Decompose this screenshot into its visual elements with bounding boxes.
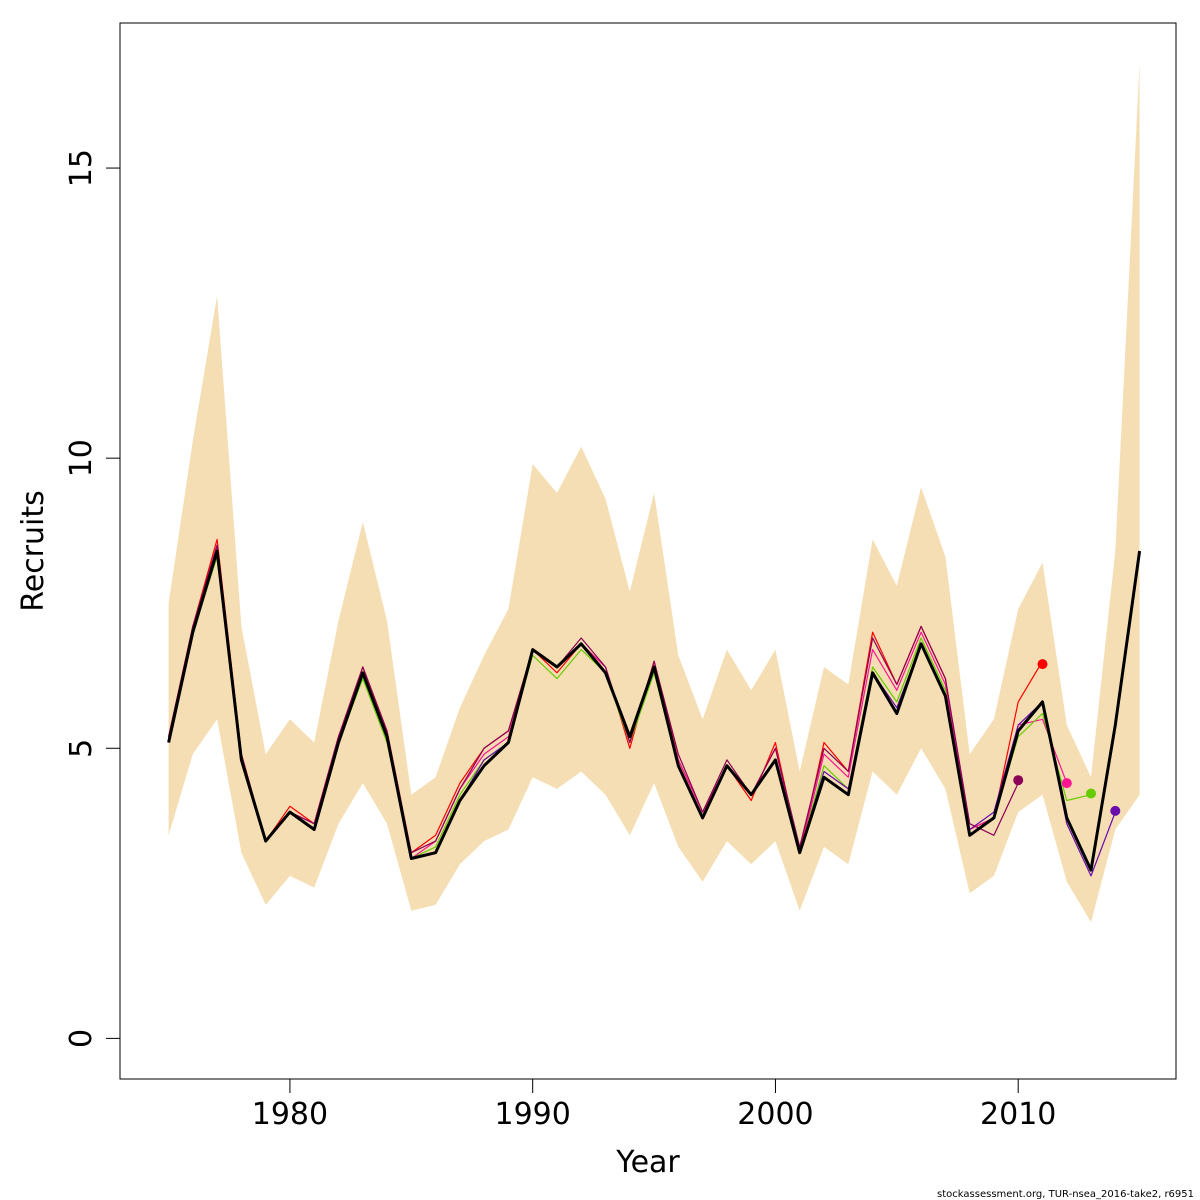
source-footer: stockassessment.org, TUR-nsea_2016-take2…: [937, 1189, 1194, 1200]
endpoint-marker-0: [1037, 659, 1048, 670]
x-axis-label: Year: [615, 1145, 680, 1180]
x-tick-label: 1980: [252, 1097, 328, 1132]
endpoint-marker-1: [1061, 778, 1072, 789]
y-axis-label: Recruits: [16, 490, 51, 612]
endpoint-marker-2: [1086, 788, 1096, 799]
confidence-band: [168, 63, 1140, 923]
series-line-main: [167, 549, 1142, 872]
y-tick-label: 5: [64, 739, 99, 758]
x-tick-label: 2000: [737, 1097, 813, 1132]
x-axis: 1980 1990 2000 2010: [252, 1078, 1056, 1132]
endpoint-marker-4: [1013, 775, 1024, 786]
endpoint-markers-layer: [1013, 659, 1121, 816]
y-tick-label: 10: [64, 439, 99, 477]
series-line-retro-5: [168, 544, 1019, 854]
y-tick-label: 0: [64, 1029, 99, 1048]
y-axis: 0 5 10 15: [64, 149, 121, 1048]
confidence-band-layer: [168, 63, 1140, 923]
x-tick-label: 1990: [495, 1097, 571, 1132]
x-tick-label: 2010: [980, 1097, 1056, 1132]
y-tick-label: 15: [64, 149, 99, 187]
main-line-layer: [167, 549, 1142, 872]
endpoint-marker-3: [1110, 805, 1121, 816]
